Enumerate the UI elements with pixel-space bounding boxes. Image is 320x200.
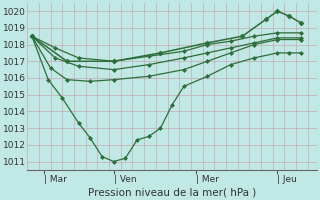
X-axis label: Pression niveau de la mer( hPa ): Pression niveau de la mer( hPa ) bbox=[88, 187, 256, 197]
